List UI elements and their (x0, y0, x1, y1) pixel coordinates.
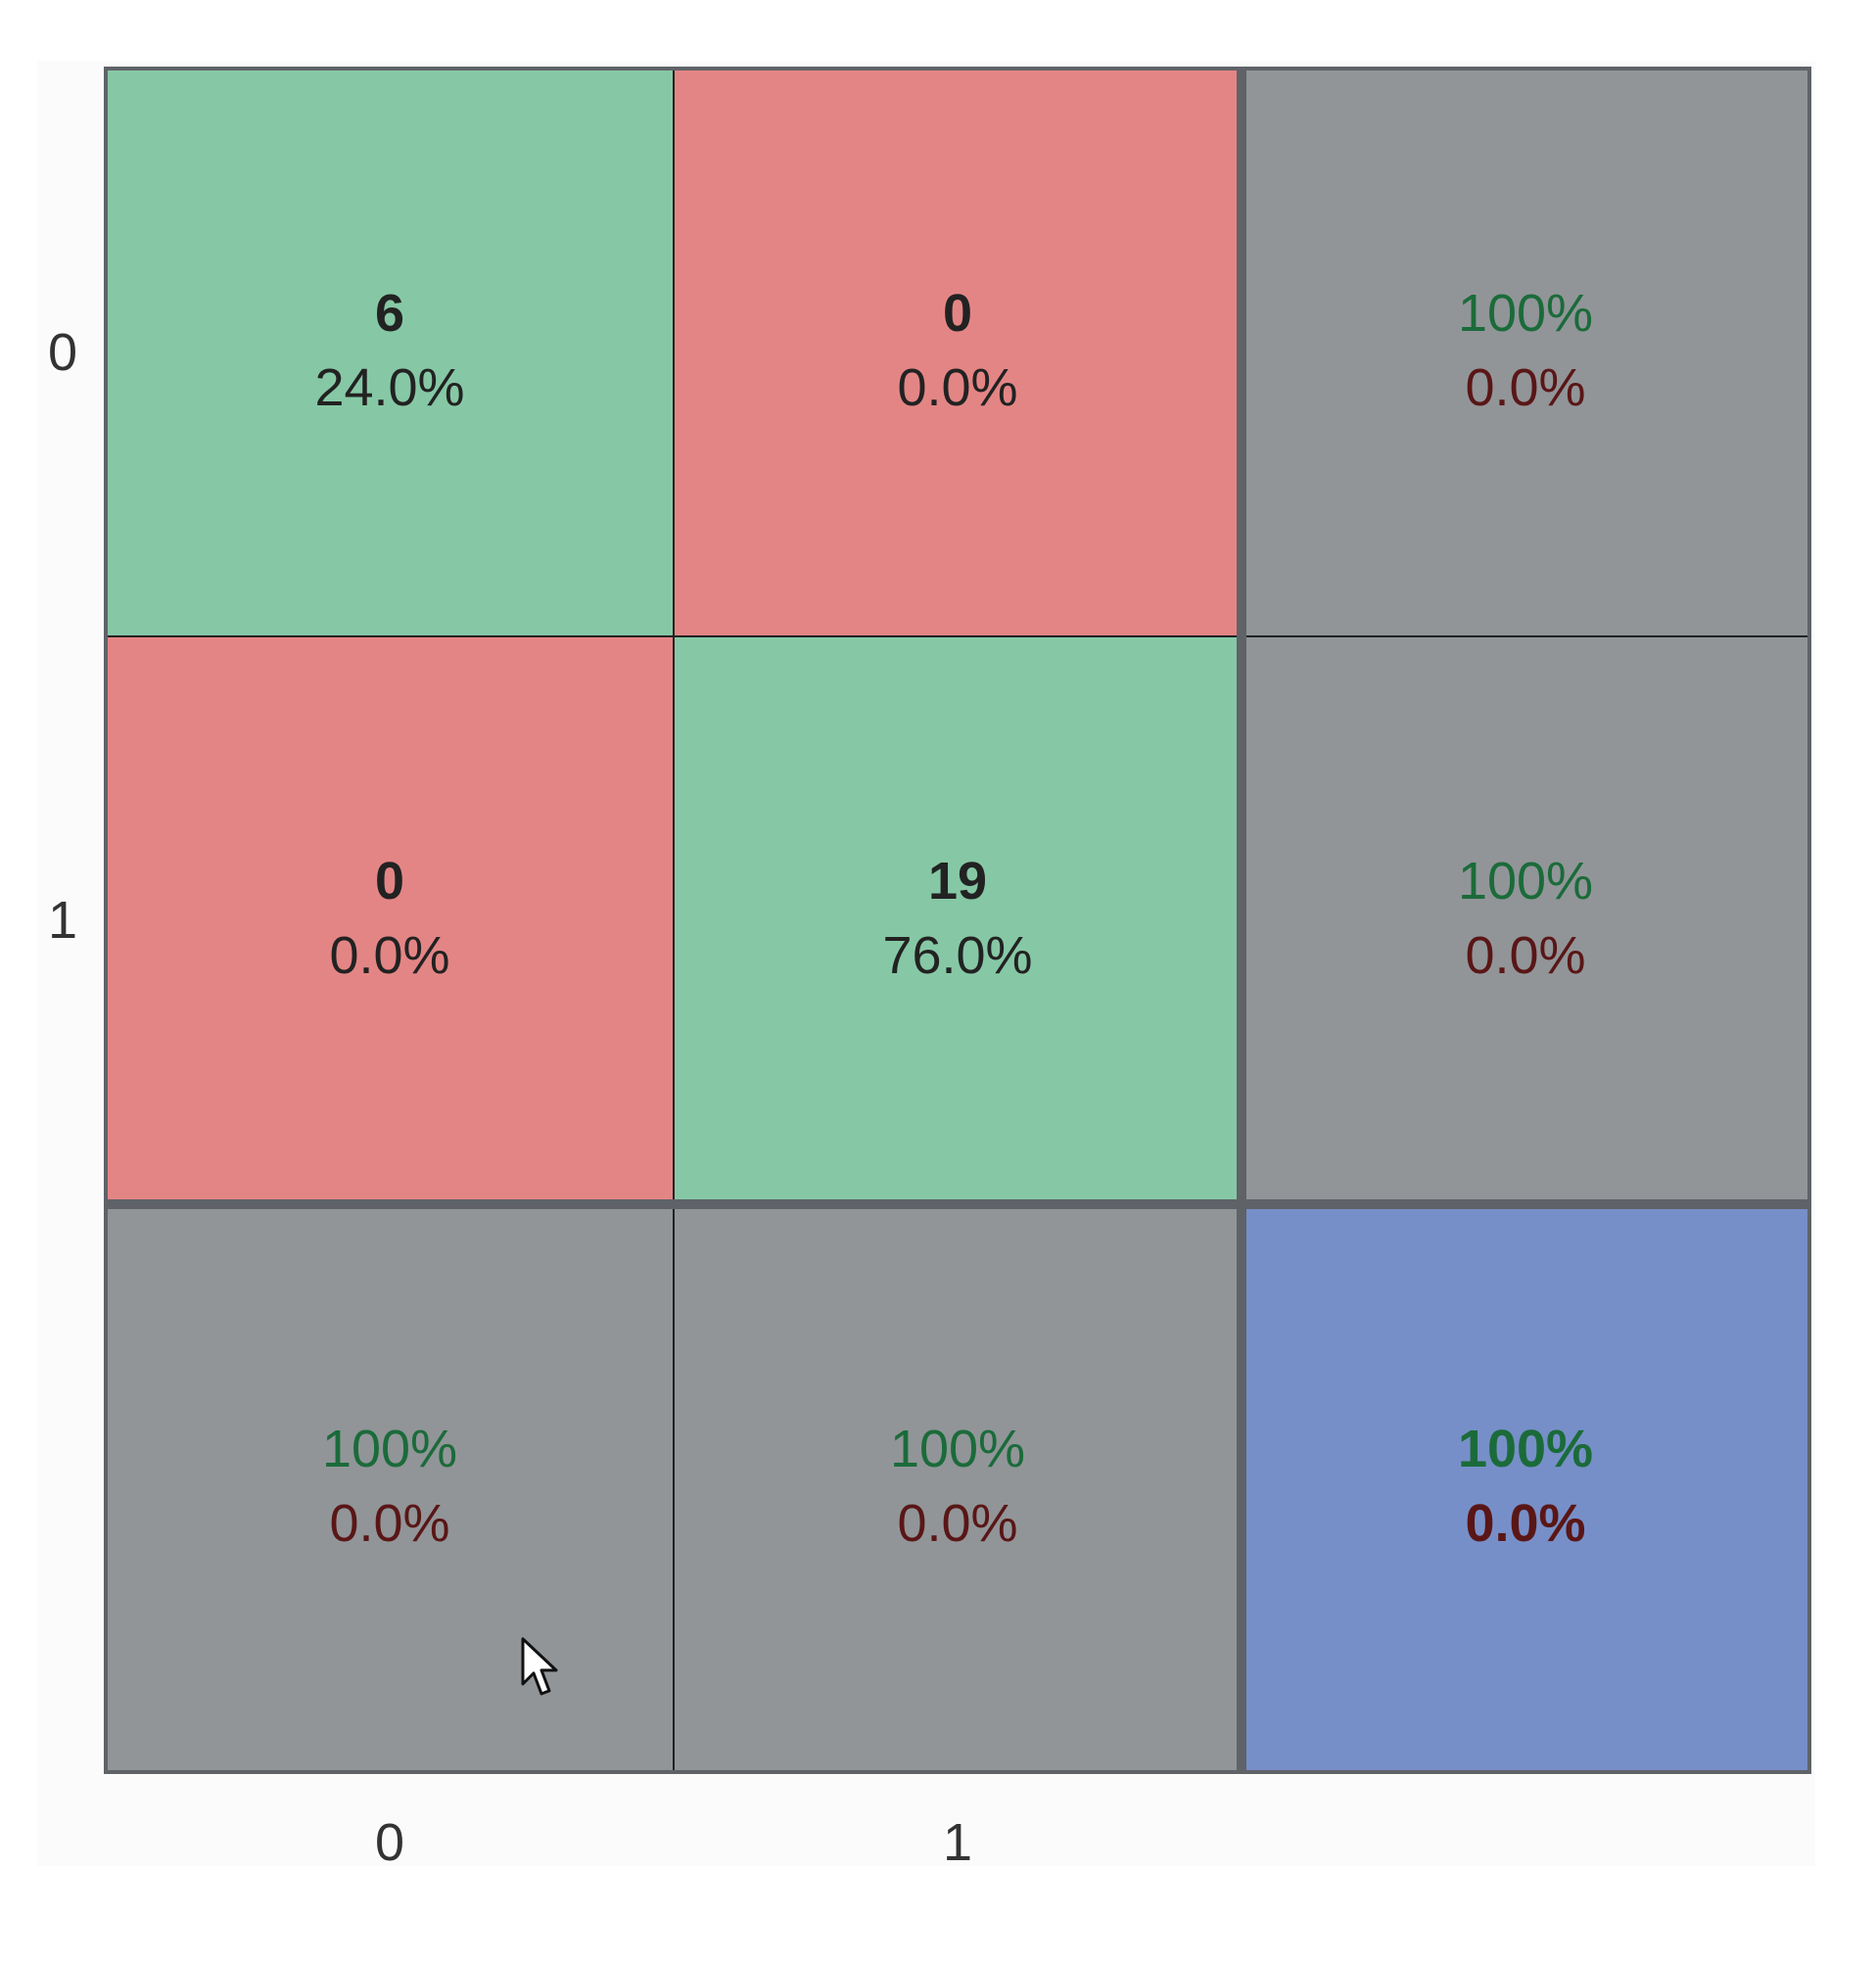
matrix-cell-1-1 (673, 635, 1243, 1205)
confusion-matrix-plot: 6 24.0% 0 0.0% 100% 0.0% 0 0.0% 19 76.0% 100% 0.0% 1… (37, 61, 1815, 1872)
cell-secondary-label-0-0: 24.0% (314, 358, 464, 417)
cell-secondary-label-1-1: 76.0% (882, 926, 1032, 985)
cell-primary-label-0-1: 0 (943, 284, 972, 343)
matrix-cell-1-2 (1241, 635, 1810, 1205)
cell-secondary-label-2-0: 0.0% (329, 1494, 449, 1553)
cell-secondary-label-2-2: 0.0% (1465, 1494, 1585, 1553)
cell-primary-label-1-0: 0 (375, 852, 404, 911)
cell-primary-label-0-2: 100% (1458, 284, 1593, 343)
row-tick-label-0: 0 (48, 323, 77, 382)
matrix-cell-2-1 (673, 1203, 1243, 1773)
cell-primary-label-2-1: 100% (890, 1420, 1025, 1478)
confusion-matrix-svg: 6 24.0% 0 0.0% 100% 0.0% 0 0.0% 19 76.0% 100% 0.0% 1… (48, 67, 1811, 1872)
matrix-cell-0-1 (673, 68, 1243, 637)
column-tick-label-0: 0 (375, 1813, 404, 1872)
mouse-cursor-icon (521, 1637, 558, 1696)
cell-secondary-label-1-2: 0.0% (1465, 926, 1585, 985)
row-tick-label-1: 1 (48, 891, 77, 950)
matrix-cell-2-2 (1241, 1203, 1810, 1773)
cell-secondary-label-0-1: 0.0% (897, 358, 1017, 417)
cell-secondary-label-2-1: 0.0% (897, 1494, 1017, 1553)
cell-primary-label-2-2: 100% (1458, 1420, 1593, 1478)
cell-primary-label-1-2: 100% (1458, 852, 1593, 911)
cell-secondary-label-1-0: 0.0% (329, 926, 449, 985)
matrix-cell-2-0 (105, 1203, 675, 1773)
cell-primary-label-2-0: 100% (322, 1420, 457, 1478)
column-tick-label-1: 1 (943, 1813, 972, 1872)
matrix-cell-1-0 (105, 635, 675, 1205)
cell-primary-label-0-0: 6 (375, 284, 404, 343)
cell-primary-label-1-1: 19 (928, 852, 987, 911)
matrix-cell-0-2 (1241, 68, 1810, 637)
matrix-border (104, 67, 1811, 1774)
matrix-cell-0-0 (105, 68, 675, 637)
cell-secondary-label-0-2: 0.0% (1465, 358, 1585, 417)
